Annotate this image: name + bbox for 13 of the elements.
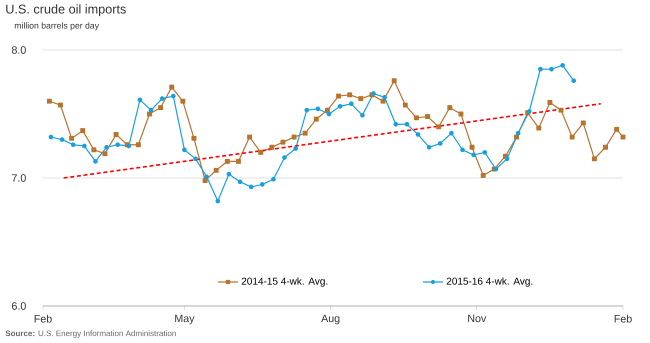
y-tick-label: 7.0: [12, 174, 26, 182]
x-tick-label: Feb: [614, 314, 632, 323]
x-tick-label: May: [175, 314, 194, 324]
x-tick-label: Nov: [468, 314, 486, 322]
text: Source: U.S. Energy Information Administration: [5, 330, 176, 338]
x-tick-label: Feb: [34, 314, 52, 323]
y-axis-title: million barrels per day: [14, 22, 99, 30]
y-tick-label: 8.0: [12, 46, 26, 54]
y-tick-label: 6.0: [12, 302, 26, 310]
x-tick-label: Aug: [321, 314, 340, 324]
legend-label: 2015-16 4-wk. Avg.: [446, 277, 532, 287]
legend-label: 2014-15 4-wk. Avg.: [242, 277, 328, 287]
chart-title: U.S. crude oil imports: [6, 4, 126, 16]
